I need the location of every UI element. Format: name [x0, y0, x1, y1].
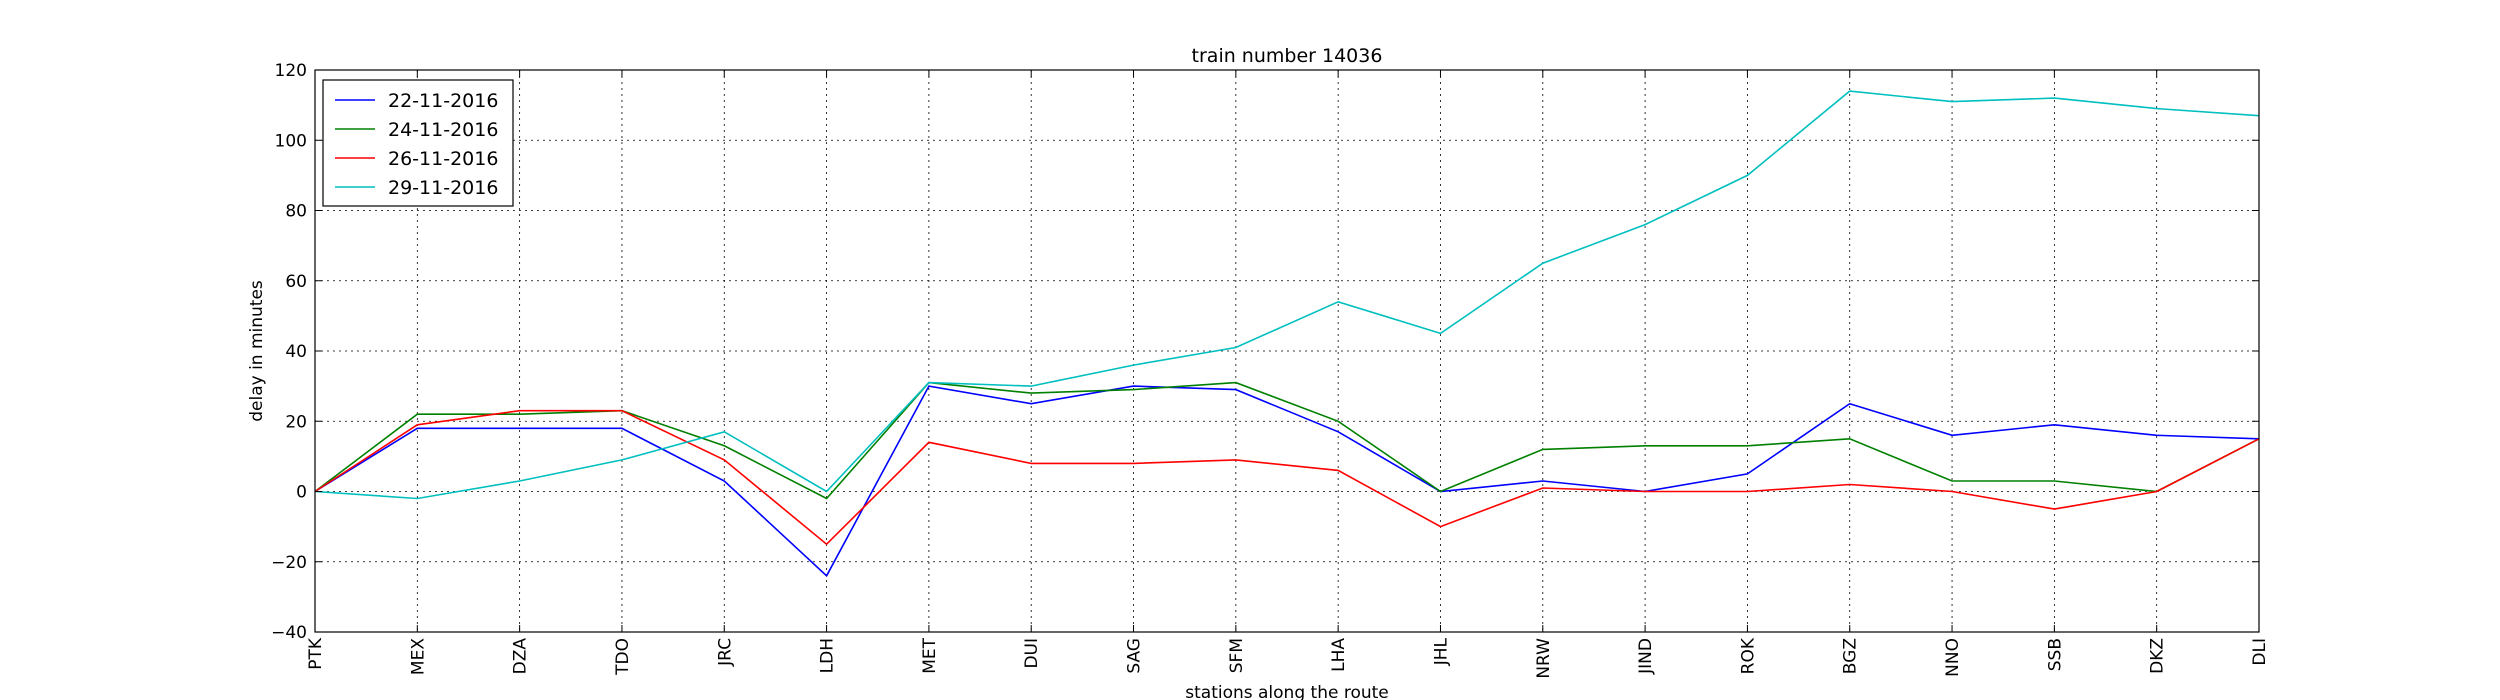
x-tick-label: TDO — [613, 638, 633, 676]
y-tick-label: 20 — [285, 412, 307, 432]
x-tick-label: ROK — [1738, 637, 1758, 674]
chart-title: train number 14036 — [1192, 45, 1383, 67]
x-tick-label: NNO — [1943, 638, 1963, 677]
x-tick-label: JHL — [1431, 637, 1451, 666]
legend-label: 26-11-2016 — [388, 148, 498, 170]
x-tick-label: JRC — [715, 638, 735, 667]
x-tick-label: MET — [920, 637, 940, 673]
x-tick-label: SFM — [1227, 638, 1247, 673]
y-tick-label: −40 — [271, 623, 307, 643]
legend-label: 24-11-2016 — [388, 119, 498, 141]
legend-box — [322, 79, 514, 207]
y-tick-label: 120 — [275, 61, 307, 81]
x-tick-label: SSB — [2045, 638, 2065, 671]
x-tick-label: BGZ — [1841, 638, 1861, 674]
y-tick-label: 40 — [285, 342, 307, 362]
x-tick-label: DKZ — [2148, 638, 2168, 674]
x-tick-label: PTK — [306, 637, 326, 670]
series-line-29-11-2016 — [314, 90, 2260, 500]
x-tick-label: NRW — [1534, 638, 1554, 679]
y-tick-label: 60 — [285, 272, 307, 292]
y-axis-ticks: −40 −20 0 20 40 60 80 100 120 — [271, 61, 2259, 643]
x-tick-label: JIND — [1636, 638, 1656, 675]
legend-label: 22-11-2016 — [388, 90, 498, 112]
legend: 22-11-2016 24-11-2016 26-11-2016 29-11-2016 — [322, 79, 514, 207]
series-line-26-11-2016 — [314, 409, 2260, 546]
x-axis-ticks: PTK MEX DZA TDO JRC LDH MET DUI SAG SFM LHA JHL NRW J… — [306, 70, 2270, 679]
x-tick-label: DLI — [2250, 638, 2270, 666]
x-tick-label: SAG — [1125, 638, 1145, 674]
x-axis-label: stations along the route — [1185, 683, 1389, 700]
series-line-22-11-2016 — [314, 385, 2260, 578]
x-tick-label: DZA — [511, 638, 531, 675]
series-line-24-11-2016 — [314, 381, 2260, 500]
x-tick-label: LHA — [1329, 638, 1349, 672]
y-axis-label: delay in minutes — [247, 280, 267, 422]
series-lines — [314, 90, 2260, 578]
y-tick-label: 80 — [285, 202, 307, 222]
y-tick-label: −20 — [271, 553, 307, 573]
grid-lines — [314, 69, 2260, 633]
x-tick-label: MEX — [408, 638, 428, 675]
legend-label: 29-11-2016 — [388, 177, 498, 199]
y-tick-label: 0 — [296, 483, 307, 503]
x-tick-label: LDH — [818, 638, 838, 673]
x-tick-label: DUI — [1022, 638, 1042, 669]
y-tick-label: 100 — [275, 131, 307, 151]
